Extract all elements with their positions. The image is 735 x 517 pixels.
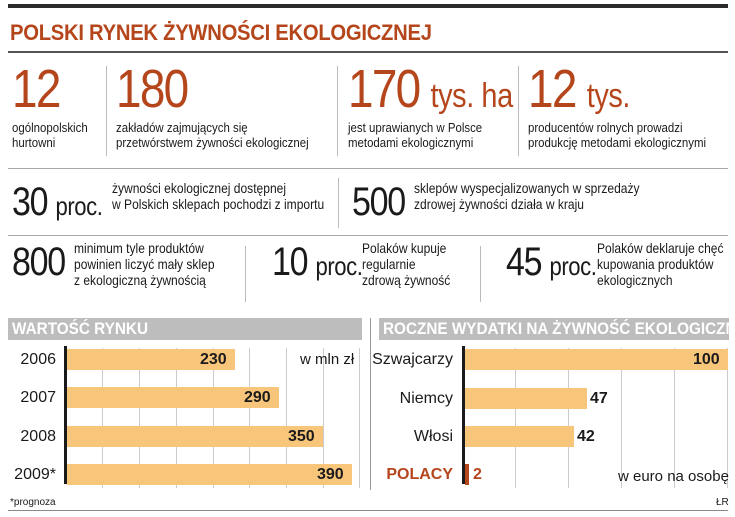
category-label: 2009*: [14, 466, 56, 483]
stat-regular-desc: Polaków kupuje regularnie zdrową żywność: [362, 240, 451, 288]
bar-value: 42: [577, 428, 595, 445]
stat-plants-desc: zakładów zajmujących się przetwórstwem ży…: [116, 120, 309, 150]
annual-spending-chart: Szwajcarzy 100 Niemcy 47 Włosi 42 POLACY…: [370, 340, 735, 490]
title-rule: [8, 51, 728, 53]
category-label: 2006: [20, 351, 56, 368]
bar-value: 47: [590, 390, 608, 407]
bar-value: 100: [693, 351, 720, 368]
credit: ŁR: [716, 497, 729, 508]
stat-declare-value: 45 proc.: [506, 240, 597, 284]
stat-hectares-value: 170 tys. ha: [348, 59, 513, 119]
footnote: *prognoza: [10, 497, 56, 508]
category-label-highlight: POLACY: [386, 466, 453, 483]
divider: [338, 178, 339, 228]
bar-value: 230: [200, 351, 227, 368]
stat-import-desc: żywności ekologicznej dostępnej w Polskic…: [112, 180, 325, 212]
stat-plants-value: 180: [116, 59, 189, 119]
divider: [337, 66, 338, 156]
page-title: POLSKI RYNEK ŻYWNOŚCI EKOLOGICZNEJ: [10, 20, 432, 45]
stat-import-value: 30 proc.: [12, 180, 103, 224]
category-label: Szwajcarzy: [372, 351, 453, 368]
stat-hectares-desc: jest uprawianych w Polsce metodami ekolog…: [348, 120, 483, 150]
stat-products-desc: minimum tyle produktów powinien liczyć ma…: [74, 240, 215, 288]
top-rule: [8, 4, 728, 8]
bottom-rule: [8, 510, 728, 511]
category-label: Niemcy: [399, 390, 453, 407]
stat-shops-value: 500: [352, 180, 406, 224]
row-divider: [8, 235, 728, 236]
bar-2008: [67, 426, 323, 447]
stat-shops-desc: sklepów wyspecjalizowanych w sprzedaży zd…: [414, 180, 640, 212]
row-divider: [8, 168, 728, 169]
category-label: Włosi: [413, 428, 453, 445]
stat-products-value: 800: [12, 240, 66, 284]
bar-value: 2: [473, 466, 482, 483]
stat-producers-desc: producentów rolnych prowadzi produkcję me…: [528, 120, 707, 150]
bar-polacy: [465, 464, 469, 485]
bar-2009: [67, 464, 352, 485]
divider: [245, 246, 246, 302]
bar-szwajcarzy: [465, 349, 728, 370]
bar-niemcy: [465, 388, 587, 409]
stat-regular-value: 10 proc.: [272, 240, 363, 284]
stat-wholesalers-desc: ogólnopolskich hurtowni: [12, 120, 88, 150]
annual-spending-header: ROCZNE WYDATKI NA ŻYWNOŚĆ EKOLOGICZNĄ: [379, 318, 729, 340]
stat-declare-desc: Polaków deklaruje chęć kupowania produktó…: [597, 240, 724, 288]
unit-label: w euro na osobę: [618, 468, 729, 485]
bar-value: 290: [244, 389, 271, 406]
unit-label: w mln zł: [300, 351, 355, 368]
bar-2007: [67, 387, 279, 408]
section-divider: [370, 318, 371, 490]
stat-wholesalers-value: 12: [12, 59, 61, 119]
stat-producers-value: 12 tys.: [528, 59, 630, 119]
category-label: 2007: [20, 389, 56, 406]
bar-2006: [67, 349, 235, 370]
market-value-header: WARTOŚĆ RYNKU: [8, 318, 362, 340]
bar-value: 350: [288, 428, 315, 445]
market-value-chart: 2006 230 w mln zł 2007 290 2008 350 2009…: [0, 340, 370, 490]
divider: [518, 66, 519, 156]
bar-wlosi: [465, 426, 574, 447]
divider: [106, 66, 107, 156]
category-label: 2008: [20, 428, 56, 445]
bar-value: 390: [317, 466, 344, 483]
divider: [480, 246, 481, 302]
